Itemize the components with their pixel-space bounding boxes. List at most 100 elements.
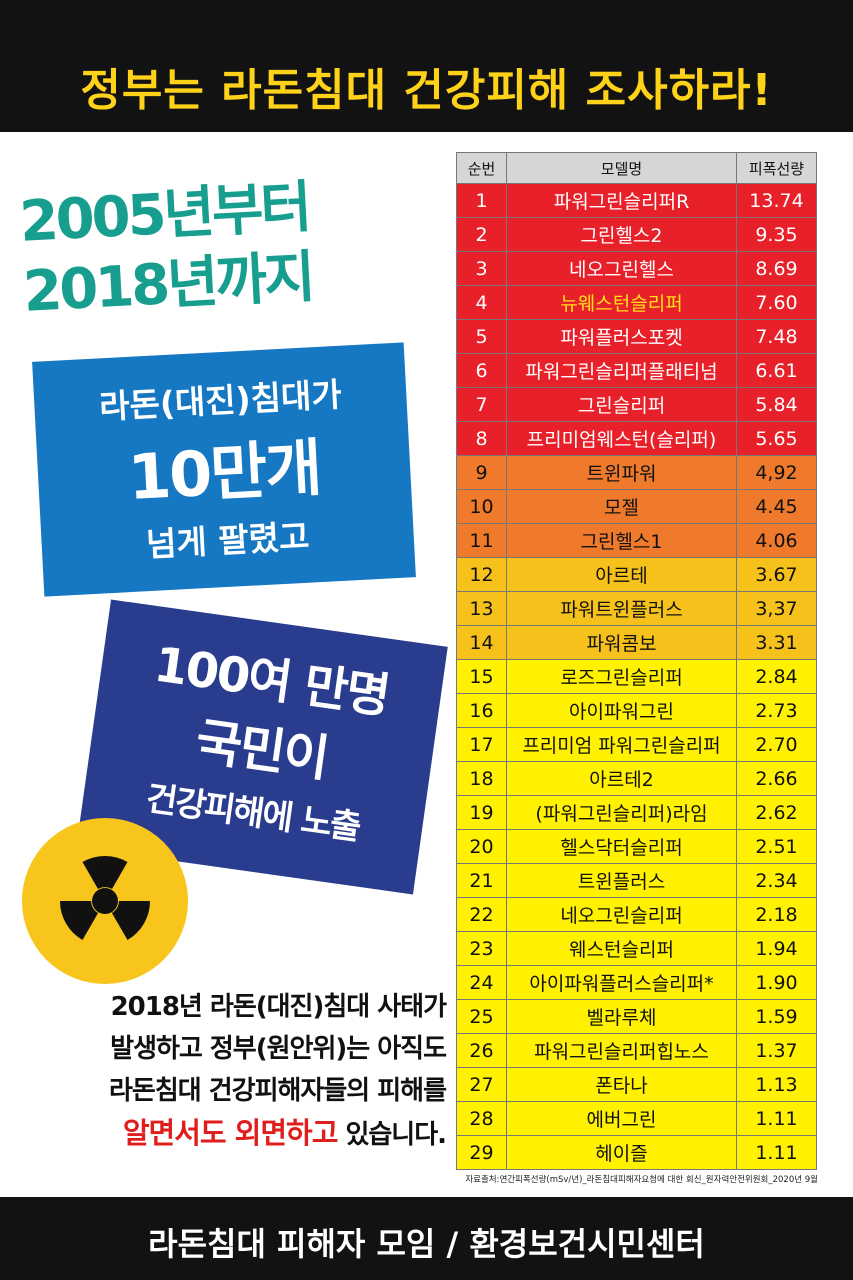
cell-rank-text: 26 [469, 1039, 494, 1062]
cell-rank-text: 11 [469, 529, 494, 552]
cell-rank-text: 22 [469, 903, 494, 926]
cell-rank: 3 [456, 251, 507, 286]
cell-dose-text: 3.67 [755, 563, 798, 586]
cell-model: 에버그린 [506, 1101, 737, 1136]
cell-rank-text: 17 [469, 733, 494, 756]
table-body: 1 파워그린슬리퍼R 13.74 2 그린헬스2 9.35 3 네오그린헬스 8.69 4 뉴웨스턴… [456, 183, 817, 1170]
source-note: 자료출처:연간피폭선량(mSv/년)_라돈침대피해자요청에 대한 회신_원자력안… [465, 1175, 818, 1185]
cell-dose: 1.37 [736, 1033, 817, 1068]
cell-model-text: 뉴웨스턴슬리퍼 [560, 293, 683, 315]
cell-dose-text: 2.70 [755, 733, 798, 756]
table-row: 6 파워그린슬리퍼플래티넘 6.61 [456, 353, 817, 388]
cell-model-text: 프리미엄웨스턴(슬리퍼) [526, 429, 717, 451]
table-row: 13 파워트윈플러스 3,37 [456, 591, 817, 626]
cell-rank-text: 14 [469, 631, 494, 654]
table-row: 2 그린헬스2 9.35 [456, 217, 817, 252]
cell-model-text: 파워플러스포켓 [560, 327, 683, 349]
table-header-row: 순번 모델명 피폭선량 [456, 152, 817, 184]
cell-dose: 8.69 [736, 251, 817, 286]
cell-dose-text: 4.06 [755, 529, 798, 552]
cell-model-text: 헤이즐 [595, 1143, 648, 1165]
cell-model-text: 웨스턴슬리퍼 [569, 939, 674, 961]
header-banner: 정부는 라돈침대 건강피해 조사하라! [0, 0, 853, 132]
table-row: 17 프리미엄 파워그린슬리퍼 2.70 [456, 727, 817, 762]
cell-rank: 16 [456, 693, 507, 728]
cell-dose: 2.84 [736, 659, 817, 694]
statement-line-1: 2018년 라돈(대진)침대 사태가 [110, 992, 447, 1022]
cell-dose-text: 2.34 [755, 869, 798, 892]
cell-model-text: 에버그린 [586, 1109, 657, 1131]
table-row: 28 에버그린 1.11 [456, 1101, 817, 1136]
table-row: 9 트윈파워 4,92 [456, 455, 817, 490]
cell-model: 파워콤보 [506, 625, 737, 660]
cell-dose: 5.65 [736, 421, 817, 456]
cell-rank-text: 18 [469, 767, 494, 790]
cell-dose-text: 1.37 [755, 1039, 798, 1062]
cell-dose: 3,37 [736, 591, 817, 626]
cell-rank: 13 [456, 591, 507, 626]
cell-model: 파워그린슬리퍼R [506, 183, 737, 218]
cell-rank-text: 2 [475, 223, 488, 246]
cell-dose: 1.59 [736, 999, 817, 1034]
cell-dose: 2.62 [736, 795, 817, 830]
sales-line-2: 10만개 [126, 431, 323, 514]
cell-dose: 6.61 [736, 353, 817, 388]
cell-rank: 6 [456, 353, 507, 388]
cell-rank: 2 [456, 217, 507, 252]
cell-model: 파워트윈플러스 [506, 591, 737, 626]
cell-rank: 12 [456, 557, 507, 592]
cell-model-text: 파워트윈플러스 [560, 599, 683, 621]
cell-dose: 4.45 [736, 489, 817, 524]
cell-rank: 26 [456, 1033, 507, 1068]
cell-rank: 18 [456, 761, 507, 796]
cell-dose-text: 3,37 [755, 597, 798, 620]
table-row: 22 네오그린슬리퍼 2.18 [456, 897, 817, 932]
cell-dose-text: 7.60 [755, 291, 798, 314]
cell-dose-text: 1.11 [755, 1107, 798, 1130]
statement-text: 2018년 라돈(대진)침대 사태가 발생하고 정부(원안위)는 아직도 라돈침… [14, 986, 447, 1156]
cell-dose: 2.34 [736, 863, 817, 898]
cell-rank-text: 23 [469, 937, 494, 960]
cell-rank: 22 [456, 897, 507, 932]
cell-dose-text: 6.61 [755, 359, 798, 382]
table-row: 16 아이파워그린 2.73 [456, 693, 817, 728]
cell-dose-text: 3.31 [755, 631, 798, 654]
table-row: 15 로즈그린슬리퍼 2.84 [456, 659, 817, 694]
cell-dose-text: 8.69 [755, 257, 798, 280]
cell-rank-text: 24 [469, 971, 494, 994]
cell-model: 트윈파워 [506, 455, 737, 490]
table-row: 20 헬스닥터슬리퍼 2.51 [456, 829, 817, 864]
cell-model: 네오그린슬리퍼 [506, 897, 737, 932]
cell-model: 아르테 [506, 557, 737, 592]
radiation-icon [22, 818, 188, 984]
cell-dose-text: 5.65 [755, 427, 798, 450]
cell-rank-text: 21 [469, 869, 494, 892]
cell-dose-text: 1.13 [755, 1073, 798, 1096]
cell-model-text: 헬스닥터슬리퍼 [560, 837, 683, 859]
table-row: 18 아르테2 2.66 [456, 761, 817, 796]
cell-dose-text: 2.62 [755, 801, 798, 824]
footer-text: 라돈침대 피해자 모임 / 환경보건시민센터 [148, 1225, 705, 1263]
cell-dose: 13.74 [736, 183, 817, 218]
table-row: 4 뉴웨스턴슬리퍼 7.60 [456, 285, 817, 320]
cell-rank-text: 8 [475, 427, 488, 450]
table-row: 24 아이파워플러스슬리퍼* 1.90 [456, 965, 817, 1000]
cell-model-text: 프리미엄 파워그린슬리퍼 [522, 735, 721, 757]
cell-dose: 5.84 [736, 387, 817, 422]
cell-rank: 27 [456, 1067, 507, 1102]
cell-dose: 3.31 [736, 625, 817, 660]
table-row: 26 파워그린슬리퍼힙노스 1.37 [456, 1033, 817, 1068]
cell-rank-text: 1 [475, 189, 488, 212]
cell-model-text: 모젤 [604, 497, 639, 519]
footer-banner: 라돈침대 피해자 모임 / 환경보건시민센터 [0, 1197, 853, 1280]
cell-dose: 7.60 [736, 285, 817, 320]
cell-model: 프리미엄 파워그린슬리퍼 [506, 727, 737, 762]
cell-dose-text: 9.35 [755, 223, 798, 246]
cell-model: 그린헬스2 [506, 217, 737, 252]
cell-dose: 4,92 [736, 455, 817, 490]
period-text: 2005년부터 2018년까지 [18, 167, 425, 328]
statement-tail: 있습니다. [337, 1120, 447, 1150]
table-row: 12 아르테 3.67 [456, 557, 817, 592]
cell-rank: 15 [456, 659, 507, 694]
cell-rank: 5 [456, 319, 507, 354]
